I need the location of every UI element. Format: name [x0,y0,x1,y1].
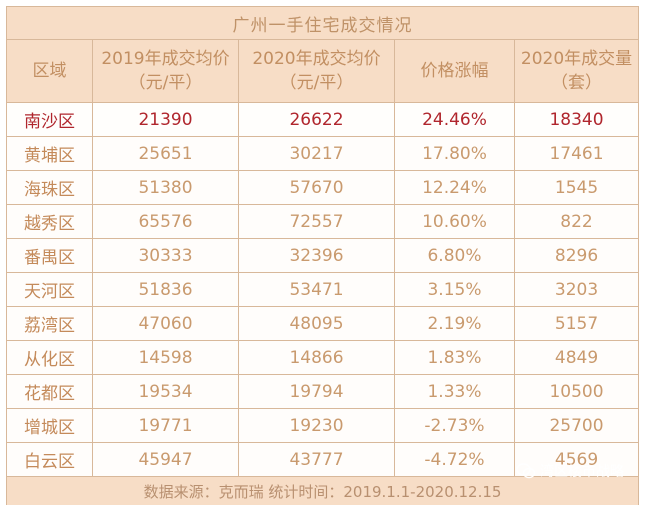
cell-price-change: -2.73% [395,409,515,443]
cell-district: 海珠区 [7,171,93,205]
cell-district: 番禺区 [7,239,93,273]
cell-district: 越秀区 [7,205,93,239]
cell-volume-2020: 17461 [515,137,639,171]
watermark-text: 湾区楼市战略 [540,461,624,481]
cell-volume-2020: 3203 [515,273,639,307]
cell-price-change: 17.80% [395,137,515,171]
cell-price-2019: 25651 [93,137,239,171]
table-title: 广州一手住宅成交情况 [7,7,639,40]
cell-volume-2020: 8296 [515,239,639,273]
cell-price-2019: 21390 [93,103,239,137]
cell-price-2019: 19534 [93,375,239,409]
cell-district: 从化区 [7,341,93,375]
cell-price-2019: 45947 [93,443,239,477]
cell-price-2019: 51836 [93,273,239,307]
cell-price-change: 1.83% [395,341,515,375]
cell-price-2020: 32396 [239,239,395,273]
cell-price-change: 6.80% [395,239,515,273]
watermark: 湾区楼市战略 [516,461,624,481]
cell-price-2020: 19230 [239,409,395,443]
data-table-container: 广州一手住宅成交情况 区域 2019年成交均价（元/平） 2020年成交均价（元… [6,6,638,505]
cell-price-2019: 65576 [93,205,239,239]
cell-volume-2020: 4849 [515,341,639,375]
cell-price-change: 1.33% [395,375,515,409]
cell-price-change: -4.72% [395,443,515,477]
cell-price-2020: 53471 [239,273,395,307]
cell-district: 增城区 [7,409,93,443]
cell-volume-2020: 1545 [515,171,639,205]
table-title-row: 广州一手住宅成交情况 [7,7,639,40]
cell-district: 南沙区 [7,103,93,137]
cell-price-change: 12.24% [395,171,515,205]
housing-transaction-table: 广州一手住宅成交情况 区域 2019年成交均价（元/平） 2020年成交均价（元… [6,6,639,505]
cell-price-2020: 30217 [239,137,395,171]
cell-district: 天河区 [7,273,93,307]
cell-price-2019: 30333 [93,239,239,273]
cell-district: 荔湾区 [7,307,93,341]
cell-price-2020: 19794 [239,375,395,409]
cell-volume-2020: 25700 [515,409,639,443]
cell-district: 白云区 [7,443,93,477]
cell-price-2020: 43777 [239,443,395,477]
cell-price-2020: 48095 [239,307,395,341]
header-price-2020: 2020年成交均价（元/平） [239,40,395,103]
cell-district: 黄埔区 [7,137,93,171]
cell-price-change: 2.19% [395,307,515,341]
cell-volume-2020: 5157 [515,307,639,341]
cell-price-2020: 26622 [239,103,395,137]
header-district: 区域 [7,40,93,103]
cell-price-change: 3.15% [395,273,515,307]
header-price-change: 价格涨幅 [395,40,515,103]
cell-volume-2020: 822 [515,205,639,239]
cell-price-change: 24.46% [395,103,515,137]
cell-price-2019: 19771 [93,409,239,443]
cell-volume-2020: 18340 [515,103,639,137]
cell-price-2020: 72557 [239,205,395,239]
wechat-icon [516,463,536,479]
table-header-row: 区域 2019年成交均价（元/平） 2020年成交均价（元/平） 价格涨幅 20… [7,40,639,103]
header-price-2019: 2019年成交均价（元/平） [93,40,239,103]
cell-price-2019: 51380 [93,171,239,205]
header-volume-2020: 2020年成交量（套） [515,40,639,103]
cell-district: 花都区 [7,375,93,409]
cell-price-2020: 57670 [239,171,395,205]
cell-price-2020: 14866 [239,341,395,375]
cell-price-2019: 47060 [93,307,239,341]
cell-volume-2020: 10500 [515,375,639,409]
cell-price-2019: 14598 [93,341,239,375]
cell-price-change: 10.60% [395,205,515,239]
